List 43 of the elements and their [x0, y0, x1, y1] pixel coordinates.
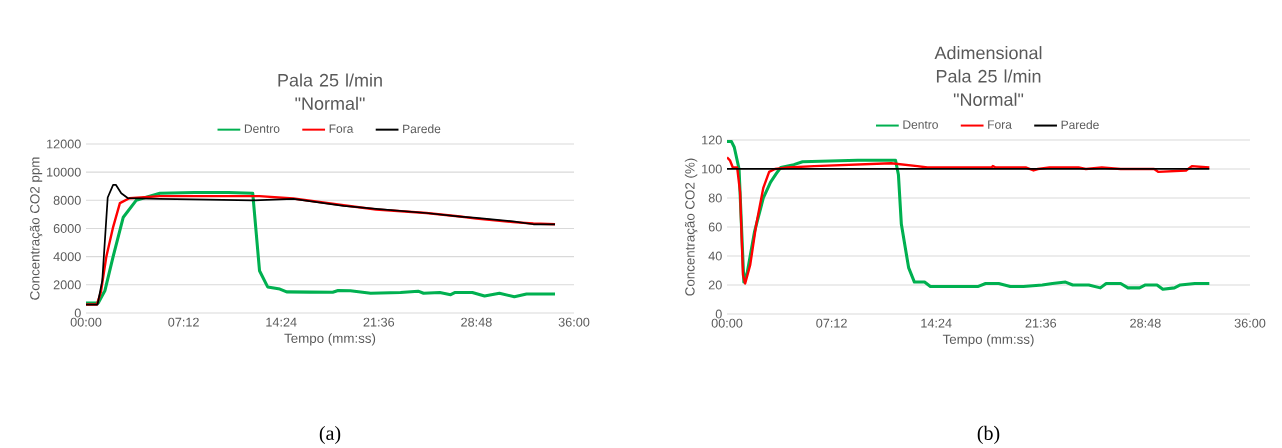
y-tick-label: 6000 — [53, 224, 81, 233]
x-tick-label: 36:00 — [558, 317, 590, 327]
text: (a) — [319, 425, 341, 445]
legend-label: Fora — [329, 124, 354, 133]
y-tick-label: 10000 — [47, 167, 81, 177]
chart-subtitle: Pala 25 l/min "Normal" — [936, 69, 1041, 106]
legend-label: Dentro — [903, 120, 938, 129]
y-tick-label: 12000 — [47, 139, 81, 149]
line-series — [727, 156, 1211, 285]
y-tick-label: 40 — [708, 251, 722, 261]
y-tick-label: 8000 — [53, 195, 81, 205]
y-axis-title: Concentração CO2 (%) — [684, 158, 698, 296]
y-tick-label: 100 — [702, 164, 722, 174]
y-tick-label: 0 — [74, 308, 81, 318]
x-tick-label: 28:48 — [461, 317, 492, 327]
y-tick-label: 120 — [702, 135, 722, 145]
y-tick-label: 4000 — [53, 252, 81, 262]
text: (b) — [977, 425, 1000, 444]
x-axis-title: Tempo (mm:ss) — [284, 333, 376, 346]
y-tick-label: 60 — [708, 222, 722, 232]
chart-subtitle: "Normal" — [295, 96, 365, 110]
legend-label: Fora — [988, 120, 1012, 129]
y-tick-label: 20 — [708, 280, 722, 290]
chart-title: Adimensional — [934, 46, 1042, 60]
x-tick-label: 14:24 — [921, 318, 952, 328]
x-tick-label: 21:36 — [1025, 318, 1057, 328]
y-axis-title: Concentração CO2 ppm — [29, 157, 43, 300]
chart-title: Pala 25 l/min — [278, 73, 382, 87]
y-tick-label: 0 — [715, 309, 722, 319]
x-tick-label: 28:48 — [1130, 318, 1161, 328]
x-axis-title: Tempo (mm:ss) — [942, 334, 1034, 347]
x-tick-label: 07:12 — [816, 318, 847, 328]
x-tick-label: 00:00 — [70, 317, 102, 327]
legend-label: Dentro — [244, 124, 280, 133]
x-tick-label: 21:36 — [363, 317, 395, 327]
y-tick-label: 80 — [708, 193, 722, 203]
legend-label: Parede — [1061, 120, 1099, 130]
x-tick-label: 36:00 — [1234, 318, 1266, 328]
y-tick-label: 2000 — [53, 280, 81, 290]
x-tick-label: 07:12 — [168, 317, 199, 327]
legend-label: Parede — [403, 124, 441, 134]
x-tick-label: 00:00 — [711, 318, 743, 328]
x-tick-label: 14:24 — [266, 317, 297, 327]
